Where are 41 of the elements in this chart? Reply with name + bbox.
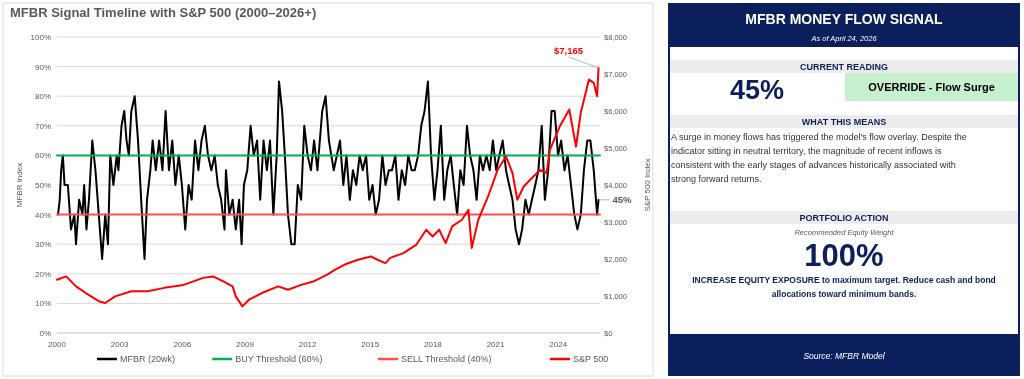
x-tick-label: 2024 <box>549 340 568 349</box>
text: MFBR MONEY FLOW SIGNAL <box>745 11 944 27</box>
line-series <box>57 80 600 260</box>
text: INCREASE EQUITY EXPOSURE to maximum target. Reduce cash and bond allocations toward minimum bands. <box>692 275 996 299</box>
x-tick-label: 2009 <box>236 340 255 349</box>
y-tick-label: 30% <box>34 240 51 250</box>
text: CURRENT READING <box>799 62 889 72</box>
text: OVERRIDE - Flow Surge <box>868 81 995 93</box>
text: WHAT THIS MEANS <box>801 117 887 127</box>
y-tick-label: 60% <box>34 151 51 161</box>
text: 100% <box>804 238 884 273</box>
y-tick-label: 100% <box>30 33 51 42</box>
line-series <box>56 66 600 308</box>
y-tick-label: 0% <box>39 329 51 338</box>
source-note: Source: MFBR Model <box>803 351 886 361</box>
x-tick-label: 2018 <box>424 340 443 349</box>
legend-label: S&P 500 <box>572 354 609 364</box>
legend-label: MFBR (20wk) <box>119 354 175 364</box>
x-tick-label: 2006 <box>173 340 192 349</box>
x-tick-label: 2000 <box>48 340 67 349</box>
y-tick-label: 70% <box>34 121 51 131</box>
y-tick-label: 80% <box>34 92 51 102</box>
text: PORTFOLIO ACTION <box>799 213 889 223</box>
y-axis-title: MFBR Index <box>15 162 24 208</box>
data-label: 45% <box>612 194 633 206</box>
y-tick-label: 50% <box>34 181 51 190</box>
legend-label: SELL Threshold (40%) <box>400 354 492 364</box>
x-tick-label: 2003 <box>110 340 130 349</box>
x-tick-label: 2021 <box>486 340 506 349</box>
x-tick-label: 2015 <box>361 340 380 349</box>
chart-title: MFBR Signal Timeline with S&P 500 (2000–2026+) <box>10 5 317 20</box>
y-tick-label: 40% <box>34 210 51 220</box>
text: A surge in money flows has triggered the model's flow overlay. Despite the indicator sitting in neutral territory, the magnitude of recent inflows is consistent with the early stages of advances historically associated with strong forward returns. <box>671 132 967 184</box>
x-tick-label: 2012 <box>298 340 318 349</box>
legend-label: BUY Threshold (60%) <box>235 354 323 364</box>
y-tick-label: 20% <box>34 269 51 279</box>
data-label: $7,165 <box>554 44 584 56</box>
y-tick-label: 90% <box>34 62 51 72</box>
y-tick-label: 10% <box>34 299 51 309</box>
y2-axis-title: S&P 500 Index <box>643 158 652 212</box>
text: 45% <box>729 75 785 105</box>
